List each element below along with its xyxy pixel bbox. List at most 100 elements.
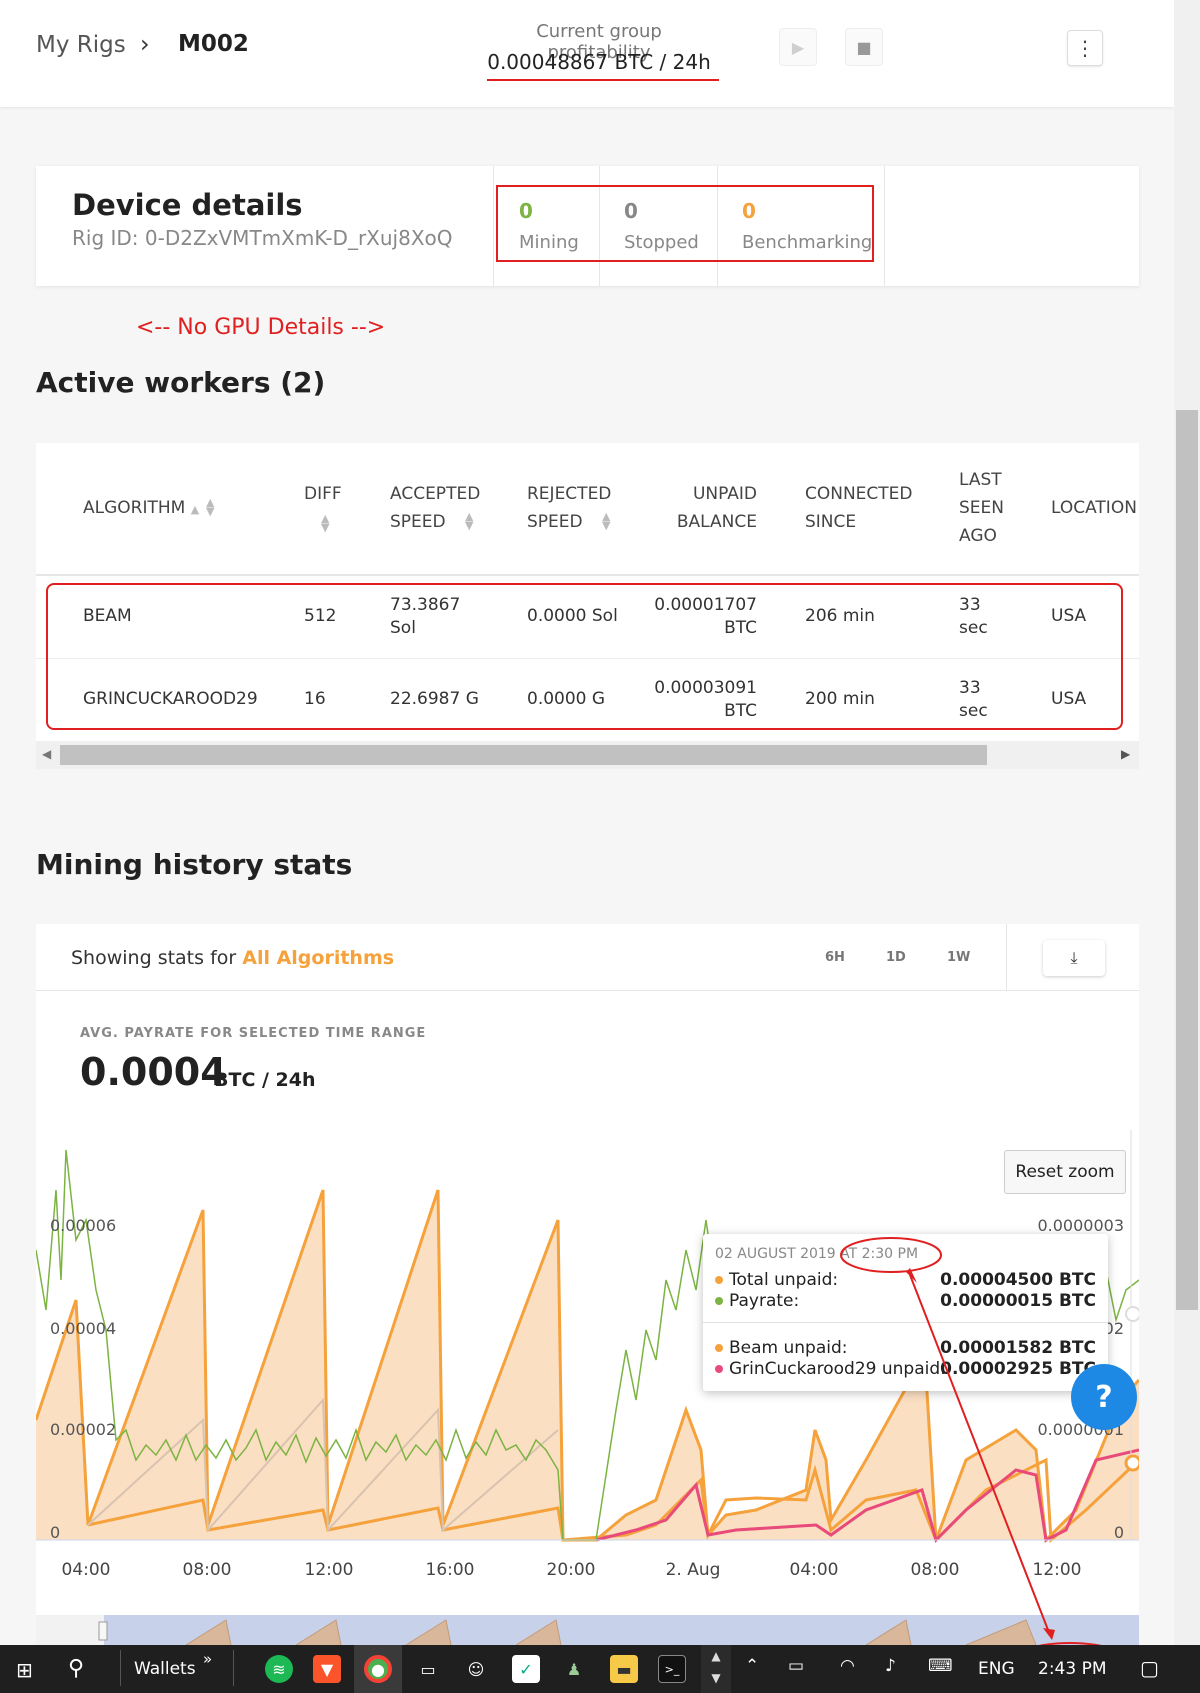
header-divider xyxy=(36,574,1139,576)
battery-icon[interactable]: ▭ xyxy=(788,1656,805,1676)
volume-icon[interactable]: ♪ xyxy=(885,1656,896,1676)
col-diff[interactable]: DIFF xyxy=(304,484,342,504)
breadcrumb-current-rig: M002 xyxy=(178,31,249,57)
row-1-rejected: 0.0000 Sol xyxy=(527,606,618,626)
x-tick-8: 12:00 xyxy=(1033,1560,1082,1580)
x-tick-3: 16:00 xyxy=(426,1560,475,1580)
remote-desktop-icon[interactable]: ▭ xyxy=(420,1659,436,1679)
row-2-last-1: 33 xyxy=(959,678,981,698)
avg-payrate-value: 0.0004 xyxy=(80,1050,227,1094)
chrome-icon[interactable]: ● xyxy=(364,1655,392,1683)
col-accepted-1[interactable]: ACCEPTED xyxy=(390,484,481,504)
sort-icon[interactable]: ▲ ▼ xyxy=(321,512,330,534)
col-unpaid-1: UNPAID xyxy=(692,484,757,504)
more-menu-button[interactable]: ⋮ xyxy=(1067,30,1103,66)
brave-icon[interactable]: ▼ xyxy=(313,1655,341,1683)
y-right-tick-0: 0 xyxy=(1114,1523,1124,1542)
x-tick-6: 04:00 xyxy=(790,1560,839,1580)
benchmarking-label: Benchmarking xyxy=(742,232,873,253)
mining-count: 0 xyxy=(519,199,533,223)
active-workers-title: Active workers (2) xyxy=(36,366,326,399)
annotation-no-gpu: <-- No GPU Details --> xyxy=(136,315,386,340)
col-rejected-2[interactable]: SPEED xyxy=(527,512,583,532)
scroll-left-icon[interactable]: ◀ xyxy=(42,747,52,761)
tray-chevron-icon[interactable]: ⌃ xyxy=(745,1656,760,1676)
tooltip-grin-value: 0.00002925 BTC xyxy=(940,1359,1096,1379)
divider xyxy=(884,166,885,286)
divider xyxy=(717,166,718,286)
download-icon: ⤓ xyxy=(1070,948,1078,967)
navigator-series xyxy=(185,1619,1037,1645)
vpn-icon[interactable]: ✓ xyxy=(512,1655,540,1683)
workers-table xyxy=(36,443,1139,769)
faint-line xyxy=(87,1397,559,1533)
profitability-value: 0.00048867 BTC / 24h xyxy=(487,50,711,74)
benchmarking-count: 0 xyxy=(742,199,756,223)
wallets-toolbar[interactable]: Wallets xyxy=(134,1659,196,1679)
help-button[interactable]: ? xyxy=(1071,1364,1137,1430)
row-1-last-1: 33 xyxy=(959,595,981,615)
row-1-last-2: sec xyxy=(959,618,988,638)
x-tick-0: 04:00 xyxy=(62,1560,111,1580)
table-scrollbar-thumb[interactable] xyxy=(60,745,987,765)
annotation-box-stats xyxy=(496,185,874,262)
col-connected-1: CONNECTED xyxy=(805,484,913,504)
row-1-diff: 512 xyxy=(304,606,337,626)
toolbar-overflow-icon[interactable]: » xyxy=(203,1650,213,1668)
windows-start-icon[interactable]: ⊞ xyxy=(16,1658,33,1682)
taskbar-divider xyxy=(120,1650,121,1686)
keyboard-icon[interactable]: ⌨ xyxy=(928,1656,953,1676)
x-tick-5: 2. Aug xyxy=(666,1560,721,1580)
wifi-icon[interactable]: ◠ xyxy=(840,1656,855,1676)
col-algorithm-label: ALGORITHM xyxy=(83,498,186,518)
card-divider xyxy=(1006,924,1007,991)
range-6h[interactable]: 6H xyxy=(825,950,845,965)
stop-icon: ■ xyxy=(856,37,872,57)
search-icon[interactable]: ⚲ xyxy=(68,1656,85,1681)
row-1-unpaid-2: BTC xyxy=(724,618,757,638)
tooltip-payrate-value: 0.00000015 BTC xyxy=(940,1291,1096,1311)
start-button[interactable]: ▶ xyxy=(779,28,817,66)
taskbar-scroll-icon[interactable]: ▲ ▼ xyxy=(701,1645,731,1693)
row-1-accepted-2: Sol xyxy=(390,618,416,638)
notifications-icon[interactable]: ▢ xyxy=(1140,1656,1159,1680)
row-1-unpaid-1: 0.00001707 xyxy=(654,595,757,615)
chat-icon[interactable]: ☺ xyxy=(467,1659,485,1679)
breadcrumb-my-rigs[interactable]: My Rigs xyxy=(36,32,126,58)
series-marker xyxy=(1124,1454,1139,1472)
tooltip-date: 02 AUGUST 2019 AT 2:30 PM xyxy=(715,1246,919,1262)
file-explorer-icon[interactable]: ▬ xyxy=(610,1655,638,1683)
range-1d[interactable]: 1D xyxy=(886,950,906,965)
row-2-diff: 16 xyxy=(304,689,326,709)
row-2-last-2: sec xyxy=(959,701,988,721)
windows-taskbar xyxy=(0,1645,1200,1693)
spotify-icon[interactable]: ≋ xyxy=(265,1655,293,1683)
reset-zoom-button[interactable]: Reset zoom xyxy=(1004,1150,1126,1194)
terminal-icon[interactable]: >_ xyxy=(658,1655,686,1683)
card-divider xyxy=(36,990,1139,991)
scroll-right-icon[interactable]: ▶ xyxy=(1121,747,1131,761)
mining-label: Mining xyxy=(519,232,579,253)
stopped-label: Stopped xyxy=(624,232,699,253)
sort-icon[interactable]: ▲ ▼ xyxy=(465,510,474,532)
legend-dot xyxy=(715,1276,723,1284)
col-connected-2: SINCE xyxy=(805,512,857,532)
download-button[interactable]: ⤓ xyxy=(1043,940,1105,976)
algorithm-selector[interactable]: All Algorithms xyxy=(242,947,395,969)
y-right-tick-3: 0.0000003 xyxy=(1037,1216,1124,1235)
col-algorithm[interactable]: ALGORITHM ▲ xyxy=(83,494,199,524)
col-rejected-1[interactable]: REJECTED xyxy=(527,484,612,504)
page-scrollbar-thumb[interactable] xyxy=(1176,410,1198,1310)
taskbar-clock[interactable]: 2:43 PM xyxy=(1038,1659,1107,1679)
navigator-handle-left[interactable] xyxy=(98,1621,108,1641)
col-accepted-2[interactable]: SPEED xyxy=(390,512,446,532)
stop-button[interactable]: ■ xyxy=(845,28,883,66)
row-divider xyxy=(36,658,1139,659)
miner-icon[interactable]: ♟ xyxy=(566,1659,582,1679)
showing-prefix: Showing stats for xyxy=(71,947,237,969)
language-indicator[interactable]: ENG xyxy=(978,1659,1015,1679)
sort-icon[interactable]: ▲ ▼ xyxy=(206,496,215,518)
range-1w[interactable]: 1W xyxy=(947,950,971,965)
sort-icon[interactable]: ▲ ▼ xyxy=(602,510,611,532)
row-1-location: USA xyxy=(1051,606,1087,626)
